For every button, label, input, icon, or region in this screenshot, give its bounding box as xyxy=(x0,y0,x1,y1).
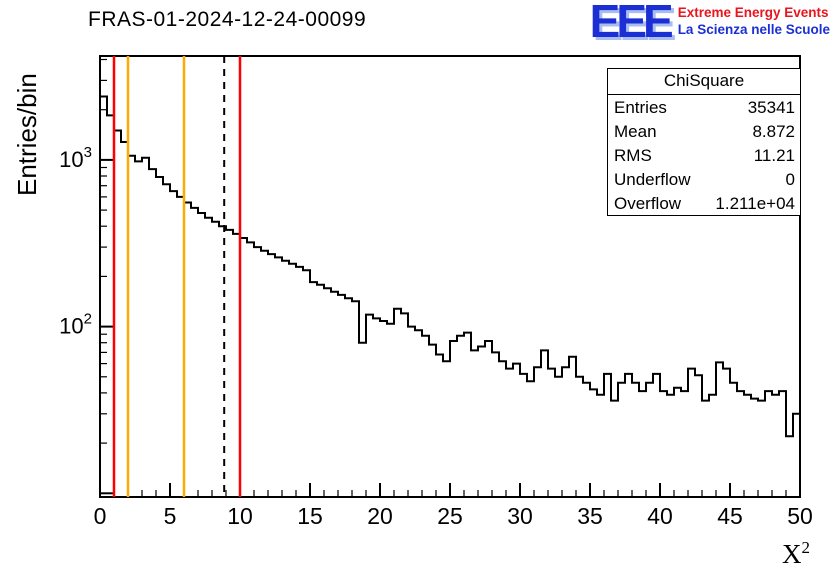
stats-label: Overflow xyxy=(614,194,682,213)
stats-label: Underflow xyxy=(614,170,691,189)
stats-row-rms: RMS 11.21 xyxy=(608,143,800,167)
x-tick-label: 50 xyxy=(787,503,813,529)
stats-label: Entries xyxy=(614,98,667,117)
stats-box: ChiSquare Entries 35341 Mean 8.872 RMS 1… xyxy=(607,68,801,216)
logo-line1: Extreme Energy Events xyxy=(677,5,829,20)
stats-value: 1.211e+04 xyxy=(715,194,795,213)
x-tick-label: 30 xyxy=(507,503,533,529)
eee-logo-acronym: EEE xyxy=(589,0,674,47)
y-tick-label: 103 xyxy=(59,144,92,172)
histogram-step-line xyxy=(99,95,801,497)
stats-title: ChiSquare xyxy=(608,69,800,95)
x-tick-label: 0 xyxy=(94,503,107,529)
x-axis-title-base: X xyxy=(782,539,802,569)
eee-logo-text: Extreme Energy Events La Scienza nelle S… xyxy=(678,2,830,38)
y-tick-label: 102 xyxy=(59,311,92,339)
x-tick-label: 5 xyxy=(164,503,177,529)
stats-value: 8.872 xyxy=(752,122,795,141)
stats-row-mean: Mean 8.872 xyxy=(608,119,800,143)
stats-label: Mean xyxy=(614,122,657,141)
stats-row-underflow: Underflow 0 xyxy=(608,167,800,191)
x-tick-label: 15 xyxy=(297,503,323,529)
stats-value: 11.21 xyxy=(753,146,795,165)
x-tick-label: 35 xyxy=(577,503,603,529)
stats-row-entries: Entries 35341 xyxy=(608,95,800,119)
stats-row-overflow: Overflow 1.211e+04 xyxy=(608,191,800,215)
x-tick-label: 20 xyxy=(367,503,393,529)
x-axis-title-exponent: 2 xyxy=(801,538,811,557)
x-tick-label: 40 xyxy=(647,503,673,529)
stats-value: 0 xyxy=(785,170,795,189)
x-tick-label: 25 xyxy=(437,503,463,529)
stats-value: 35341 xyxy=(747,98,795,117)
eee-logo: EEE Extreme Energy Events La Scienza nel… xyxy=(589,0,830,47)
plot-title: FRAS-01-2024-12-24-00099 xyxy=(88,8,367,31)
x-axis-title: X2 xyxy=(782,538,810,570)
logo-line2: La Scienza nelle Scuole xyxy=(677,22,830,37)
x-tick-label: 45 xyxy=(717,503,743,529)
x-tick-label: 10 xyxy=(227,503,253,529)
stats-label: RMS xyxy=(614,146,652,165)
